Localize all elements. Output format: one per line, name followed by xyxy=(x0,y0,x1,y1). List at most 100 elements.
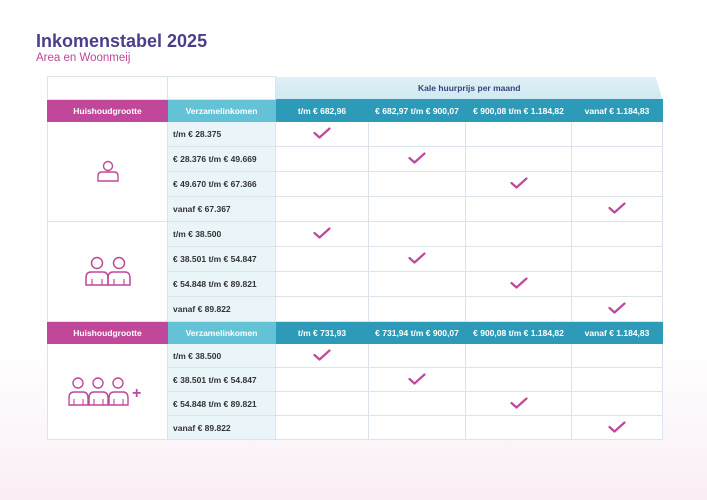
table-row: € 54.848 t/m € 89.821 xyxy=(48,391,663,416)
household-size-header: Huishoudgrootte xyxy=(47,99,168,122)
checkmark-icon xyxy=(408,152,426,164)
table-row: € 38.501 t/m € 54.847 xyxy=(48,367,663,392)
check-cell xyxy=(368,121,466,147)
rent-column-header: t/m € 682,96 xyxy=(275,99,369,122)
income-range: t/m € 28.375 xyxy=(167,121,276,147)
income-range: € 54.848 t/m € 89.821 xyxy=(167,391,276,416)
check-cell xyxy=(465,221,572,247)
income-range: vanaf € 89.822 xyxy=(167,296,276,322)
check-cell xyxy=(571,121,663,147)
table-row: € 28.376 t/m € 49.669 xyxy=(48,146,663,172)
check-cell xyxy=(275,391,369,416)
check-cell xyxy=(368,415,466,440)
checkmark-icon xyxy=(313,348,331,361)
check-cell xyxy=(275,196,369,222)
check-cell xyxy=(368,391,466,416)
check-cell xyxy=(275,296,369,322)
check-cell xyxy=(571,391,663,416)
income-table: Kale huurprijs per maand Huishoudgrootte… xyxy=(47,76,663,440)
check-cell xyxy=(571,171,663,197)
checkmark-icon xyxy=(408,252,426,264)
check-cell xyxy=(465,246,572,272)
check-cell xyxy=(465,171,572,197)
checkmark-icon xyxy=(608,420,626,433)
check-cell xyxy=(368,196,466,222)
check-cell xyxy=(571,415,663,440)
check-cell xyxy=(571,196,663,222)
table-row: € 49.670 t/m € 67.366 xyxy=(48,171,663,197)
household-one-person xyxy=(47,121,168,222)
income-range: vanaf € 89.822 xyxy=(167,415,276,440)
check-cell xyxy=(275,271,369,297)
checkmark-icon xyxy=(313,227,331,239)
check-cell xyxy=(368,246,466,272)
table-row: vanaf € 89.822 xyxy=(48,415,663,440)
check-cell xyxy=(368,146,466,172)
one-person-icon xyxy=(96,160,119,182)
page-title: Inkomenstabel 2025 xyxy=(36,31,208,51)
table-row: + t/m € 38.500 xyxy=(47,343,663,440)
rent-column-header: vanaf € 1.184,83 xyxy=(571,99,663,122)
check-cell xyxy=(275,221,369,247)
check-cell xyxy=(368,271,466,297)
household-three-plus-persons: + xyxy=(47,343,168,440)
check-cell xyxy=(275,121,369,147)
checkmark-icon xyxy=(509,277,528,289)
check-cell xyxy=(275,343,369,368)
table-row: t/m € 38.500 xyxy=(47,221,663,322)
income-range: t/m € 38.500 xyxy=(167,343,276,368)
income-range: € 54.848 t/m € 89.821 xyxy=(167,271,276,297)
check-cell xyxy=(571,146,663,172)
rent-column-header: € 731,94 t/m € 900,07 xyxy=(368,321,466,344)
check-cell xyxy=(465,343,572,368)
income-range: € 38.501 t/m € 54.847 xyxy=(167,367,276,392)
check-cell xyxy=(571,343,663,368)
check-cell xyxy=(368,221,466,247)
household-size-header: Huishoudgrootte xyxy=(47,321,168,344)
rent-column-header: € 682,97 t/m € 900,07 xyxy=(368,99,466,122)
table-row: t/m € 28.375 xyxy=(47,121,663,222)
check-cell xyxy=(465,146,572,172)
checkmark-icon xyxy=(509,177,528,189)
checkmark-icon xyxy=(509,396,528,409)
three-persons-plus-icon: + xyxy=(67,376,141,406)
two-persons-icon xyxy=(84,256,131,286)
rent-column-header: vanaf € 1.184,83 xyxy=(571,321,663,344)
checkmark-icon xyxy=(313,127,331,139)
check-cell xyxy=(368,171,466,197)
income-header: Verzamelinkomen xyxy=(167,321,276,344)
rent-column-header: t/m € 731,93 xyxy=(275,321,369,344)
rent-column-header: € 900,08 t/m € 1.184,82 xyxy=(465,321,572,344)
income-header: Verzamelinkomen xyxy=(167,99,276,122)
check-cell xyxy=(571,271,663,297)
checkmark-icon xyxy=(608,302,626,314)
income-range: t/m € 38.500 xyxy=(167,221,276,247)
income-range: € 38.501 t/m € 54.847 xyxy=(167,246,276,272)
empty-corner xyxy=(47,76,168,100)
check-cell xyxy=(368,296,466,322)
check-cell xyxy=(465,296,572,322)
check-cell xyxy=(571,367,663,392)
check-cell xyxy=(275,146,369,172)
rent-column-header: € 900,08 t/m € 1.184,82 xyxy=(465,99,572,122)
checkmark-icon xyxy=(608,202,626,214)
check-cell xyxy=(571,296,663,322)
check-cell xyxy=(465,196,572,222)
check-cell xyxy=(275,367,369,392)
check-cell xyxy=(465,271,572,297)
table-row: vanaf € 89.822 xyxy=(48,296,663,322)
plus-sign: + xyxy=(132,385,141,402)
income-range: € 49.670 t/m € 67.366 xyxy=(167,171,276,197)
income-range: vanaf € 67.367 xyxy=(167,196,276,222)
check-cell xyxy=(465,367,572,392)
page-subtitle: Area en Woonmeij xyxy=(36,52,131,64)
check-cell xyxy=(465,391,572,416)
check-cell xyxy=(275,246,369,272)
check-cell xyxy=(465,415,572,440)
income-range: € 28.376 t/m € 49.669 xyxy=(167,146,276,172)
check-cell xyxy=(571,246,663,272)
check-cell xyxy=(368,367,466,392)
rent-header: Kale huurprijs per maand xyxy=(275,76,663,100)
check-cell xyxy=(368,343,466,368)
household-two-persons xyxy=(47,221,168,322)
